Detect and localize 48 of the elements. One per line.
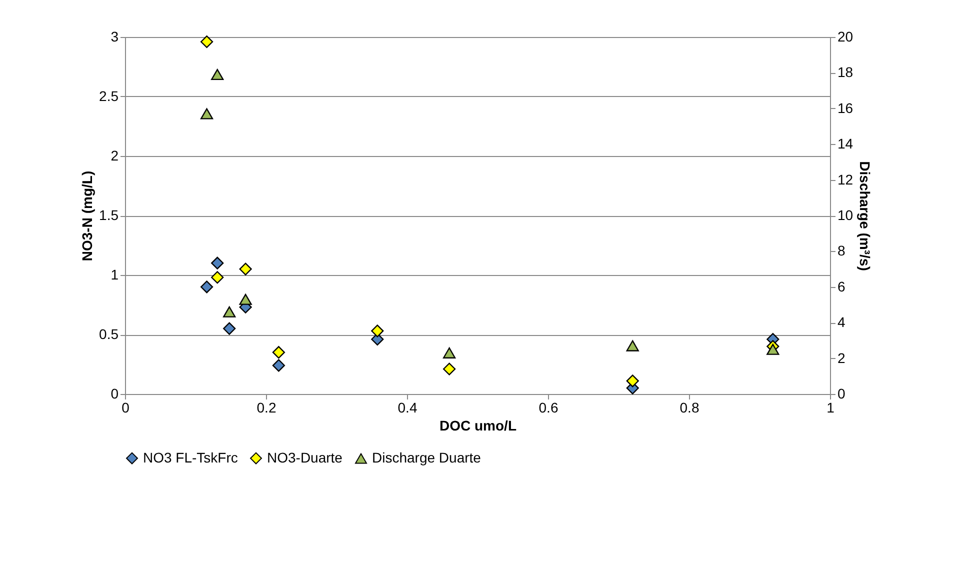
legend-label: NO3-Duarte — [267, 449, 343, 466]
x-tick-label: 0.6 — [538, 400, 558, 416]
point — [200, 35, 214, 48]
x-axis-title: DOC umo/L — [440, 418, 517, 434]
point — [371, 324, 384, 338]
y-tick-label: 2 — [110, 148, 119, 164]
point — [200, 280, 214, 294]
point — [239, 294, 252, 305]
y2-tick-label: 10 — [838, 207, 854, 223]
point — [200, 108, 214, 120]
point — [272, 359, 285, 372]
point — [272, 346, 285, 359]
y2-tick-label: 20 — [838, 28, 854, 44]
point — [223, 306, 236, 318]
y-tick-label: 1 — [110, 266, 119, 282]
y-axis-title: NO3-N (mg/L) — [79, 170, 96, 262]
point — [626, 374, 639, 388]
y-tick-label: 0.5 — [99, 326, 119, 342]
legend-label: NO3 FL-TskFrc — [143, 449, 238, 466]
point — [211, 271, 224, 284]
point — [443, 347, 456, 358]
y2-tick-label: 14 — [838, 136, 854, 152]
point — [626, 340, 639, 352]
point — [223, 322, 236, 335]
y2-tick-label: 2 — [838, 350, 846, 366]
point — [239, 262, 252, 276]
x-tick-label: 0.4 — [398, 400, 418, 416]
y2-tick-label: 4 — [838, 314, 846, 330]
legend-label: Discharge Duarte — [372, 450, 482, 466]
point — [211, 256, 224, 270]
y-tick-label: 3 — [110, 28, 119, 44]
x-tick-label: 0.2 — [256, 400, 276, 416]
point — [766, 344, 780, 355]
y2-tick-label: 18 — [838, 64, 854, 80]
point — [443, 362, 456, 376]
y2-tick-label: 6 — [838, 278, 846, 294]
y2-tick-label: 0 — [838, 386, 846, 402]
y2-axis-title: Discharge (m³/s) — [857, 161, 874, 271]
y-tick-label: 1.5 — [99, 207, 119, 223]
y2-tick-label: 8 — [838, 242, 846, 259]
x-tick-label: 1 — [826, 400, 835, 416]
y-tick-label: 2.5 — [99, 88, 119, 104]
x-tick-label: 0.8 — [680, 400, 700, 416]
x-tick-label: 0 — [122, 400, 130, 416]
y-tick-label: 0 — [110, 386, 119, 402]
point — [211, 68, 224, 80]
y2-tick-label: 16 — [838, 100, 854, 116]
y2-tick-label: 12 — [838, 171, 854, 188]
